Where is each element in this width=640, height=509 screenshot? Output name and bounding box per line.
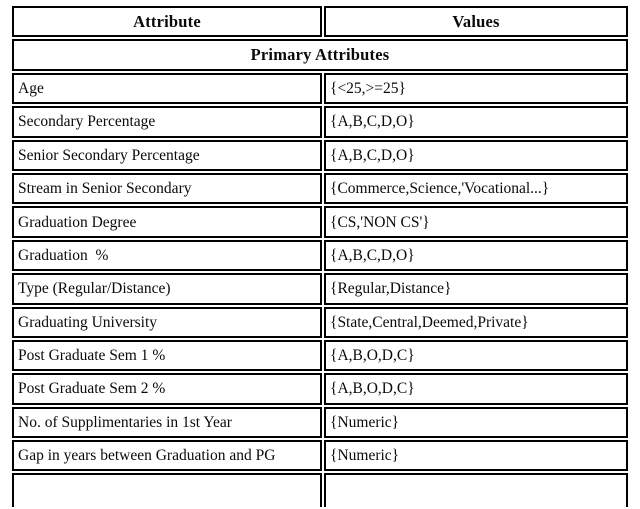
column-header-values: Values (324, 6, 628, 38)
attribute-cell: Graduating University (12, 306, 322, 338)
table-row: Graduation % {A,B,C,D,O} (12, 239, 628, 272)
table-row: Senior Secondary Percentage {A,B,C,D,O} (12, 139, 628, 171)
table-row: Graduation Degree {CS,'NON CS'} (12, 206, 628, 238)
values-cell: {CS,'NON CS'} (324, 206, 628, 238)
table-row: Graduating University {State,Central,Deem… (12, 306, 628, 338)
attribute-cell (12, 473, 322, 508)
values-cell: {<25,>=25} (324, 72, 628, 105)
section-header-primary-attributes: Primary Attributes (12, 39, 628, 71)
attribute-cell: Senior Secondary Percentage (12, 139, 322, 171)
values-cell: {Regular,Distance} (324, 273, 628, 305)
values-cell: {A,B,C,D,O} (324, 139, 628, 171)
values-cell: {Commerce,Science,'Vocational...} (324, 172, 628, 205)
attribute-cell: Secondary Percentage (12, 106, 322, 138)
attribute-cell: Type (Regular/Distance) (12, 273, 322, 305)
table-row: Post Graduate Sem 1 % {A,B,O,D,C} (12, 339, 628, 372)
attributes-table-container: Attribute Values Primary Attributes Age{… (10, 4, 630, 509)
table-body: Age {<25,>=25} Secondary Percentage {A,B,C,… (12, 72, 628, 508)
values-cell: {A,B,C,D,O} (324, 239, 628, 272)
attribute-cell: Gap in years between Graduation and PG (12, 440, 322, 472)
attribute-cell: Graduation % (12, 239, 322, 272)
values-cell: {State,Central,Deemed,Private} (324, 306, 628, 338)
values-cell (324, 473, 628, 508)
table-row: Secondary Percentage {A,B,C,D,O} (12, 106, 628, 138)
values-cell: {A,B,C,D,O} (324, 106, 628, 138)
attribute-cell: No. of Supplimentaries in 1st Year (12, 406, 322, 439)
table-row: Post Graduate Sem 2 % {A,B,O,D,C} (12, 373, 628, 405)
column-header-attribute: Attribute (12, 6, 322, 38)
values-cell: {A,B,O,D,C} (324, 373, 628, 405)
table-row: Gap in years between Graduation and PG {N… (12, 440, 628, 472)
values-cell: {Numeric} (324, 406, 628, 439)
table-row: Age {<25,>=25} (12, 72, 628, 105)
attribute-cell: Post Graduate Sem 2 % (12, 373, 322, 405)
attribute-cell: Post Graduate Sem 1 % (12, 339, 322, 372)
attribute-cell: Age (12, 72, 322, 105)
table-row: No. of Supplimentaries in 1st Year {Numer… (12, 406, 628, 439)
header-row: Attribute Values (12, 6, 628, 38)
table-row: Type (Regular/Distance) {Regular,Distance… (12, 273, 628, 305)
attributes-table: Attribute Values Primary Attributes Age{… (10, 4, 630, 509)
attribute-cell: Graduation Degree (12, 206, 322, 238)
table-row-partial (12, 473, 628, 508)
attribute-cell: Stream in Senior Secondary (12, 172, 322, 205)
values-cell: {A,B,O,D,C} (324, 339, 628, 372)
values-cell: {Numeric} (324, 440, 628, 472)
table-row: Stream in Senior Secondary {Commerce,Scie… (12, 172, 628, 205)
section-header-row: Primary Attributes (12, 39, 628, 71)
